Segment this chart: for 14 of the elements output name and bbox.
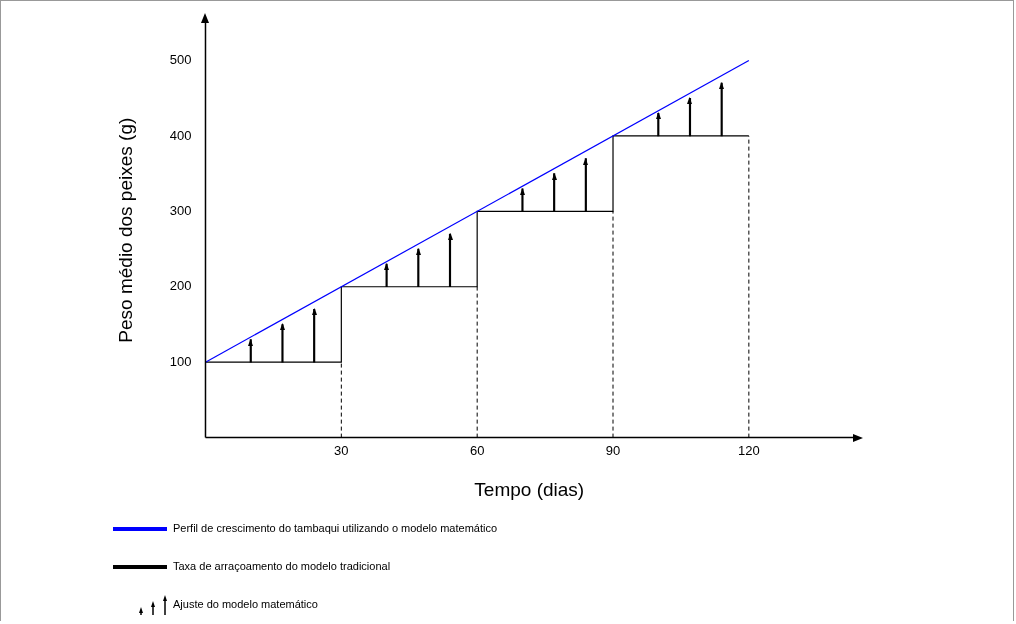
legend-label: Perfil de crescimento do tambaqui utilizando o modelo matemático <box>173 522 498 535</box>
x-tick-label: 60 <box>469 442 485 458</box>
y-tick-label: 100 <box>169 353 192 369</box>
y-tick-label: 200 <box>169 278 192 294</box>
x-tick-label: 90 <box>605 442 621 458</box>
x-tick-label: 120 <box>738 442 760 458</box>
x-axis-title: Tempo (dias) <box>474 478 585 500</box>
y-axis-title: Peso médio dos peixes (g) <box>114 117 136 343</box>
y-tick-label: 300 <box>169 202 192 218</box>
legend-label: Taxa de arraçoamento do modelo tradicional <box>173 560 391 573</box>
legend-label: Ajuste do modelo matemático <box>173 598 318 611</box>
x-tick-label: 30 <box>334 442 349 458</box>
y-tick-label: 400 <box>169 127 192 143</box>
y-tick-label: 500 <box>169 52 192 68</box>
